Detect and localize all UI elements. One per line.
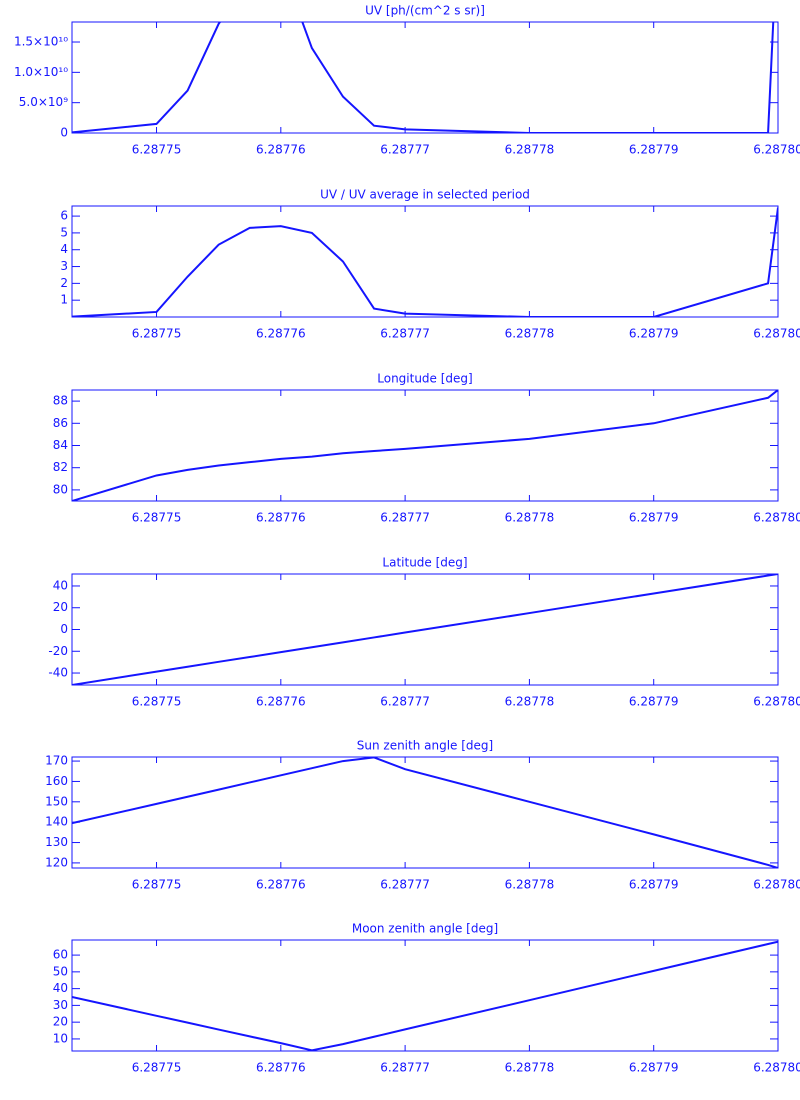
x-tick-label: 6.28777 [380,1061,430,1075]
x-tick-label: 6.28780 [753,695,800,709]
y-tick-label: 140 [45,815,68,829]
x-tick-label: 6.28779 [629,878,679,892]
x-tick-label: 6.28777 [380,511,430,525]
y-tick-label: 150 [45,794,68,808]
x-tick-label: 6.28778 [505,695,555,709]
plot-frame [71,205,779,318]
x-tick-label: 6.28776 [256,878,306,892]
x-tick-label: 6.28778 [505,327,555,341]
y-tick-label: 4 [60,242,68,256]
y-tick-label: 20 [53,1015,68,1029]
y-tick-label: 130 [45,835,68,849]
y-tick-label: 160 [45,774,68,788]
y-tick-label: 40 [53,578,68,592]
x-tick-label: 6.28780 [753,878,800,892]
plot-frame [71,756,779,869]
data-line [72,207,778,317]
x-tick-label: 6.28775 [132,327,182,341]
x-tick-label: 6.28779 [629,511,679,525]
data-line [72,22,775,133]
x-tick-label: 6.28776 [256,695,306,709]
y-tick-label: 5.0×10⁹ [19,95,68,109]
y-tick-label: 6 [60,209,68,223]
x-tick-label: 6.28777 [380,143,430,157]
y-tick-label: 30 [53,998,68,1012]
x-tick-label: 6.28780 [753,143,800,157]
x-tick-label: 6.28776 [256,327,306,341]
y-tick-label: 0 [60,126,68,140]
y-tick-label: 3 [60,259,68,273]
chart-title: Latitude [deg] [382,556,467,570]
x-tick-label: 6.28778 [505,143,555,157]
x-tick-label: 6.28778 [505,878,555,892]
x-tick-label: 6.28779 [629,143,679,157]
x-tick-label: 6.28777 [380,327,430,341]
y-tick-label: 10 [53,1031,68,1045]
x-tick-label: 6.28775 [132,511,182,525]
chart-title: Longitude [deg] [377,372,472,386]
y-tick-label: 2 [60,276,68,290]
x-tick-label: 6.28779 [629,1061,679,1075]
y-tick-label: 1.5×10¹⁰ [14,35,68,49]
y-tick-label: 170 [45,754,68,768]
panel: Latitude [deg] -40 -20 0 20 40 6.28775 6.28776 6… [48,556,800,709]
panel: UV / UV average in selected period 1 2 3 4 5 6… [60,188,800,341]
panel: Sun zenith angle [deg] 120 130 140 150 160 170… [45,739,800,892]
plot-frame [71,21,779,134]
x-tick-label: 6.28775 [132,143,182,157]
y-tick-label: 1 [60,293,68,307]
chart-title: UV / UV average in selected period [320,188,530,202]
x-tick-label: 6.28778 [505,511,555,525]
chart-title: Sun zenith angle [deg] [357,739,493,753]
y-tick-label: 0 [60,622,68,636]
x-tick-label: 6.28779 [629,695,679,709]
y-tick-label: 84 [53,438,68,452]
y-tick-label: 50 [53,964,68,978]
x-tick-label: 6.28775 [132,1061,182,1075]
y-tick-label: 120 [45,855,68,869]
data-line [72,390,778,501]
plot-frame [71,389,779,502]
plot-frame [71,939,779,1052]
chart-title: Moon zenith angle [deg] [352,922,498,936]
y-tick-label: 82 [53,460,68,474]
y-tick-label: 40 [53,981,68,995]
y-tick-label: 5 [60,225,68,239]
chart-title: UV [ph/(cm^2 s sr)] [365,4,485,18]
y-tick-label: 1.0×10¹⁰ [14,65,68,79]
data-line [72,757,778,868]
y-tick-label: -40 [48,666,68,680]
x-tick-label: 6.28780 [753,1061,800,1075]
y-tick-label: 80 [53,482,68,496]
x-tick-label: 6.28778 [505,1061,555,1075]
y-tick-label: -20 [48,644,68,658]
x-tick-label: 6.28776 [256,511,306,525]
panel: UV [ph/(cm^2 s sr)] 0 5.0×10⁹ 1.0×10¹⁰ 1.5×1… [14,4,800,157]
x-tick-label: 6.28780 [753,511,800,525]
y-tick-label: 20 [53,600,68,614]
x-tick-label: 6.28776 [256,1061,306,1075]
panel: Moon zenith angle [deg] 10 20 30 40 50 60 6.287… [53,922,800,1075]
panel: Longitude [deg] 80 82 84 86 88 6.28775 6.28776 6… [53,372,800,525]
x-tick-label: 6.28779 [629,327,679,341]
y-tick-label: 88 [53,394,68,408]
y-tick-label: 86 [53,416,68,430]
x-tick-label: 6.28775 [132,695,182,709]
x-tick-label: 6.28776 [256,143,306,157]
x-tick-label: 6.28780 [753,327,800,341]
x-tick-label: 6.28777 [380,878,430,892]
data-line [72,940,778,1051]
x-tick-label: 6.28777 [380,695,430,709]
y-tick-label: 60 [53,948,68,962]
data-line [72,574,778,685]
x-tick-label: 6.28775 [132,878,182,892]
